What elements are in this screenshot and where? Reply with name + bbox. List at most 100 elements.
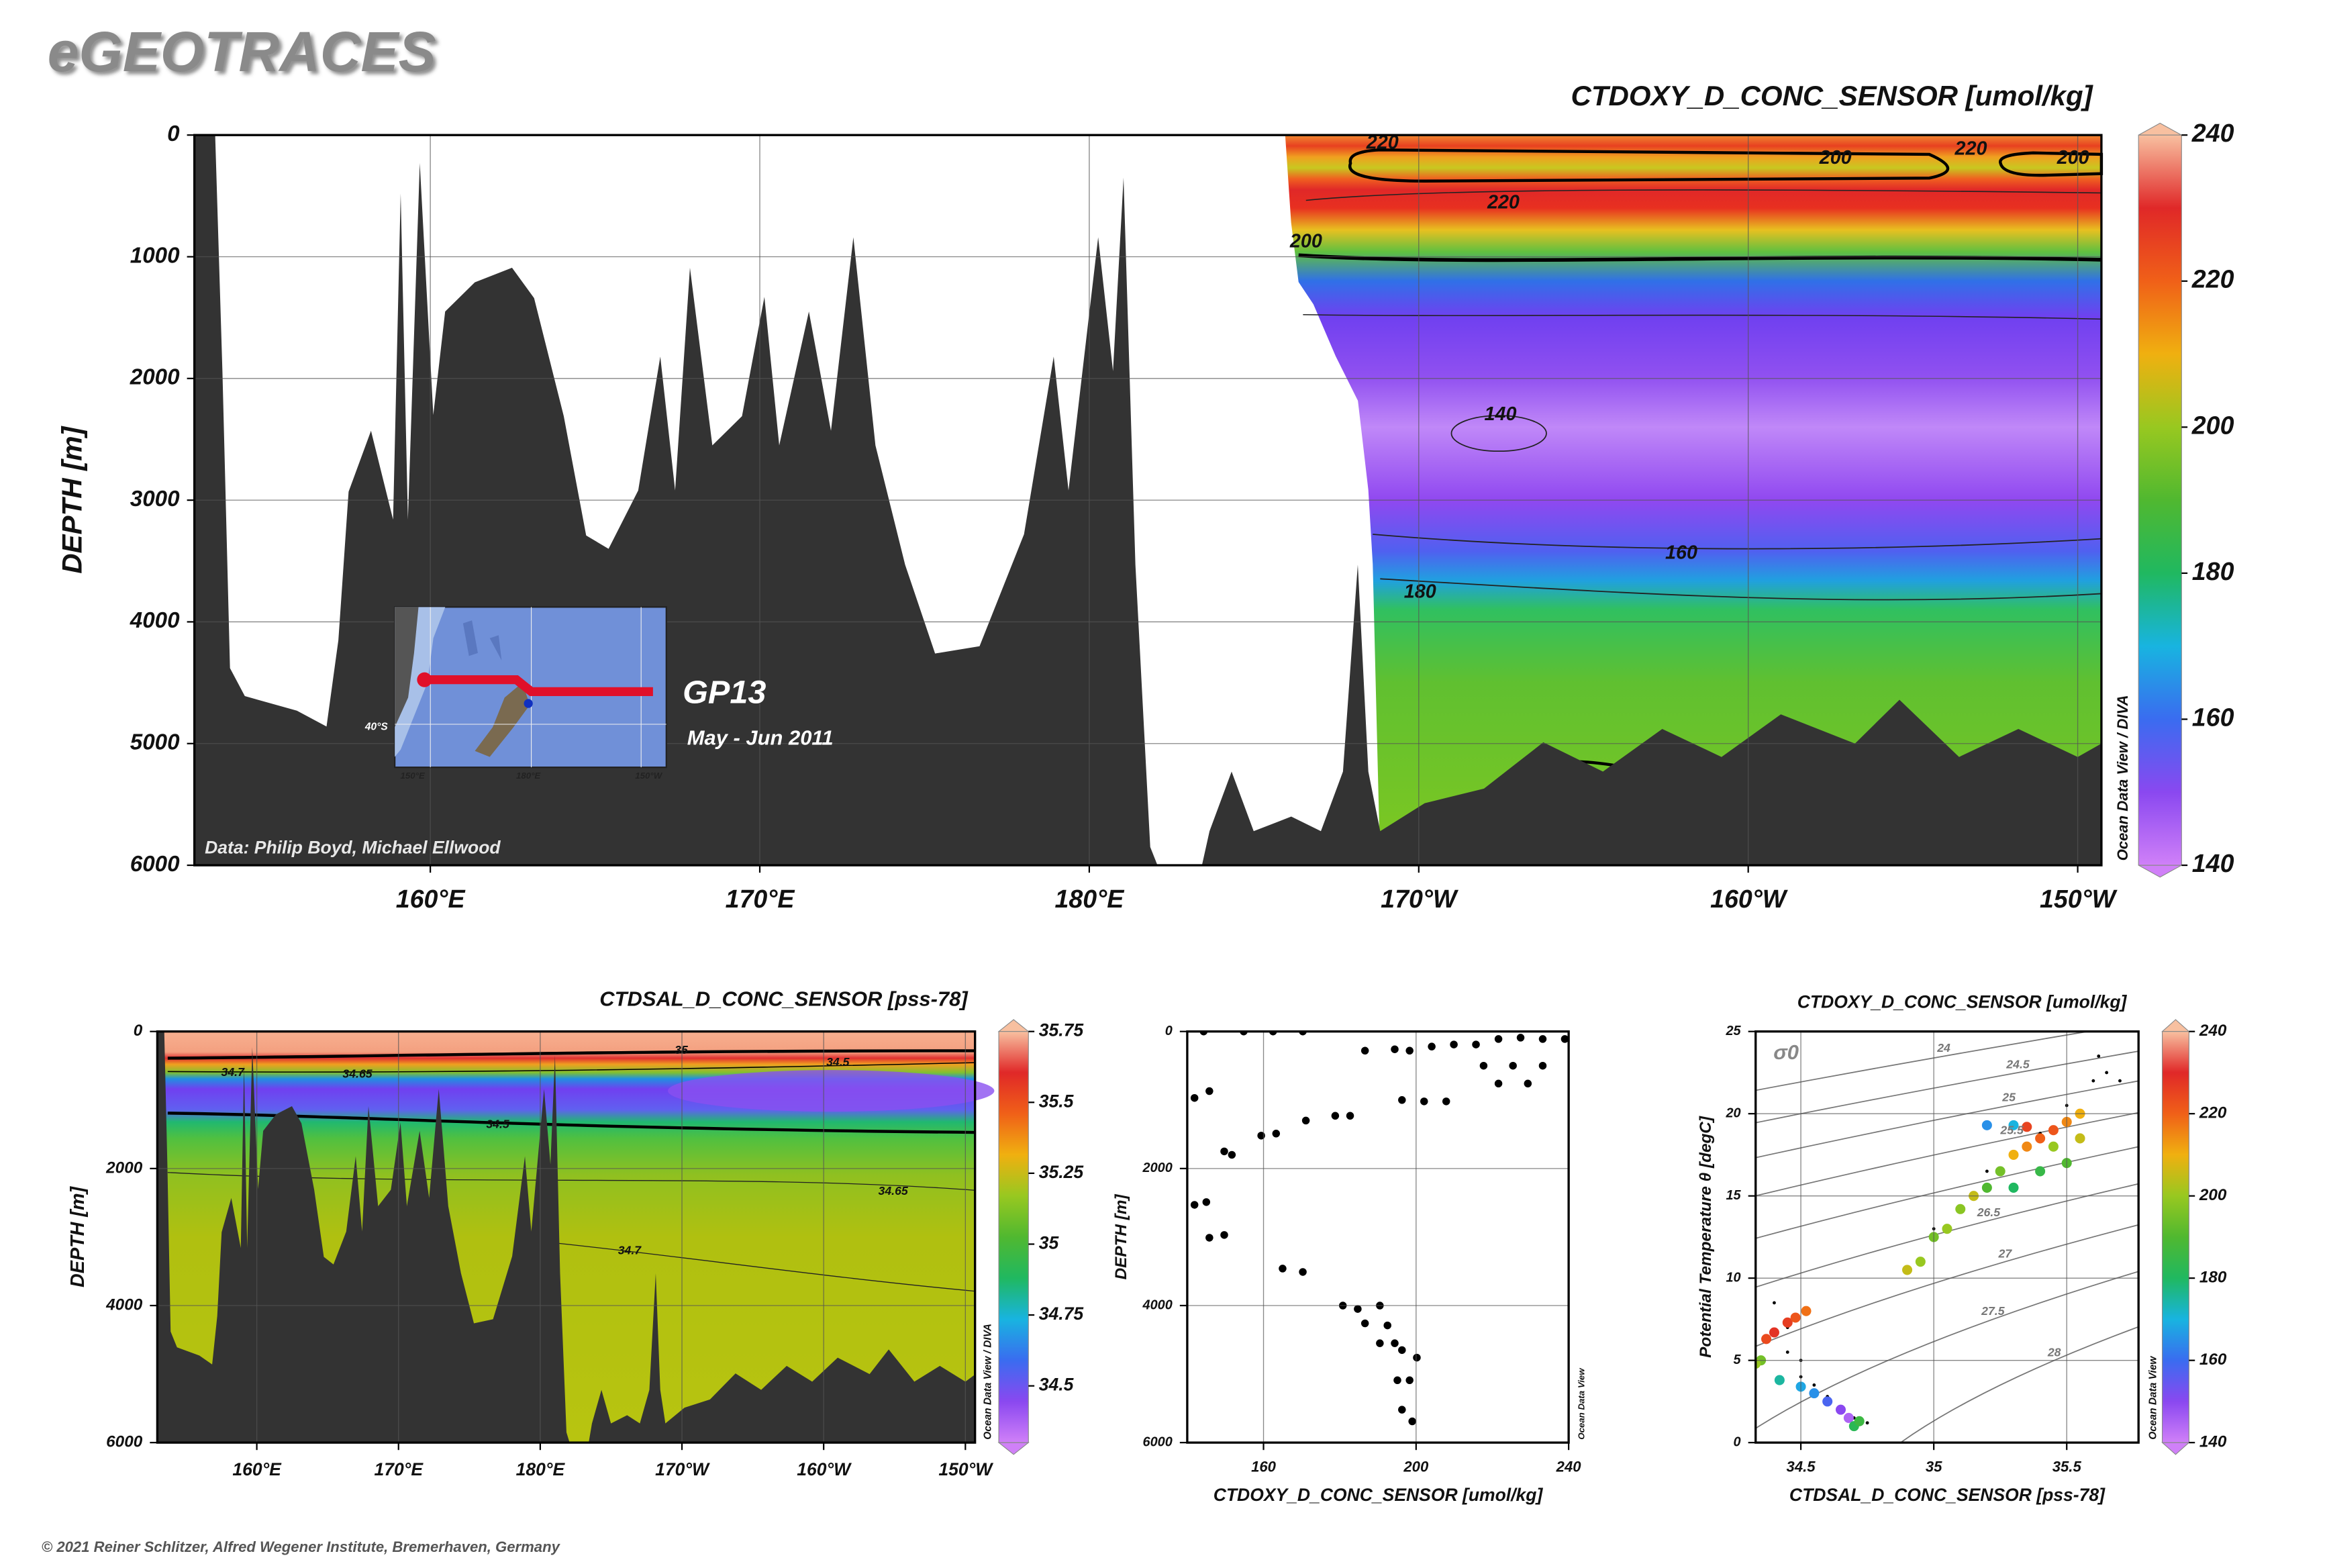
colored-point	[1915, 1257, 1926, 1267]
point	[1205, 1234, 1214, 1242]
y-tick-label: 5000	[130, 730, 180, 755]
y-tick-label: 4000	[130, 608, 180, 633]
contour-label: 34.7	[618, 1243, 642, 1257]
colored-point	[1854, 1416, 1865, 1426]
colorbar-tick-label: 35.75	[1039, 1020, 1085, 1040]
contour	[1450, 415, 1547, 452]
point	[1405, 1376, 1414, 1385]
contour-label: 180	[1404, 581, 1436, 603]
colored-point	[2022, 1122, 2032, 1132]
colorbar-tick-label: 160	[2192, 703, 2234, 731]
y-tick-label: 6000	[1143, 1434, 1173, 1449]
contour-label: 220	[1487, 191, 1520, 213]
colorbar-tick-label: 35.5	[1039, 1091, 1075, 1111]
cruise-track	[421, 675, 653, 696]
isopycnal-label: 24	[1936, 1041, 1950, 1055]
colored-point	[2048, 1125, 2059, 1136]
chart-title: CTDSAL_D_CONC_SENSOR [pss-78]	[599, 987, 969, 1010]
colored-point	[1790, 1312, 1801, 1323]
plot-frame	[1754, 1030, 2140, 1444]
y-tick-label: 1000	[130, 243, 180, 268]
point	[1398, 1346, 1406, 1355]
y-tick-label: 15	[1726, 1188, 1742, 1203]
x-tick-label: 200	[1403, 1459, 1429, 1475]
point	[1383, 1321, 1391, 1330]
point	[1202, 1198, 1211, 1206]
y-tick-label: 6000	[130, 852, 180, 877]
contour	[167, 1112, 975, 1134]
footer: © 2021 Reiner Schlitzer, Alfred Wegener …	[42, 1538, 561, 1555]
point	[1279, 1265, 1287, 1273]
side-label: Ocean Data View / DIVA	[983, 1324, 994, 1440]
x-axis-label: CTDSAL_D_CONC_SENSOR [pss-78]	[1789, 1485, 2106, 1505]
point	[1405, 1046, 1414, 1055]
colored-point	[2035, 1133, 2046, 1144]
ridge	[462, 620, 502, 660]
point	[1509, 1061, 1517, 1070]
x-tick-label: 150°W	[2040, 885, 2118, 913]
plot-frame	[156, 1030, 977, 1444]
land	[475, 683, 530, 757]
colorbar-tick-label: 35	[1039, 1233, 1060, 1253]
sample-point	[1985, 1169, 1989, 1173]
point	[1205, 1087, 1214, 1095]
colorbar-tick-label: 220	[2191, 265, 2234, 293]
y-tick-label: 0	[1165, 1024, 1173, 1038]
plot-frame	[1186, 1030, 1570, 1444]
colorbar-tick-label: 35.25	[1039, 1162, 1085, 1182]
isopycnal	[1755, 1031, 2091, 1091]
colored-point	[2048, 1141, 2059, 1152]
colored-point	[1755, 1359, 1761, 1369]
colored-point	[1843, 1412, 1854, 1423]
point	[1538, 1035, 1547, 1043]
colorbar-tick-label: 240	[2199, 1022, 2227, 1040]
x-tick-label: 34.5	[1787, 1459, 1816, 1475]
point	[1413, 1353, 1421, 1362]
point	[1354, 1305, 1362, 1313]
colorbar-tick-label: 140	[2192, 849, 2234, 877]
contour	[1348, 148, 1950, 183]
map-label: 40°S	[364, 722, 388, 733]
side-label: Ocean Data View / DIVA	[2114, 695, 2131, 861]
x-tick-label: 170°W	[1381, 885, 1459, 913]
y-tick-label: 25	[1726, 1024, 1742, 1038]
colored-point	[2008, 1149, 2019, 1160]
contour-label: 34.65	[879, 1184, 909, 1197]
point	[1393, 1376, 1401, 1385]
contour-label: 200	[1819, 147, 1852, 168]
colored-point	[1769, 1327, 1779, 1338]
chart-title: CTDOXY_D_CONC_SENSOR [umol/kg]	[1797, 992, 2128, 1012]
colored-point	[2008, 1182, 2019, 1193]
plot-area	[1190, 1031, 1569, 1426]
colored-point	[1955, 1204, 1966, 1214]
colored-point	[1774, 1375, 1785, 1385]
x-tick-label: 160°W	[797, 1459, 852, 1479]
contour-label: 160	[1665, 542, 1697, 564]
isopycnal-label: 27	[1998, 1246, 2013, 1260]
contour-label: 34.5	[826, 1055, 850, 1069]
isopycnal-title: σ0	[1773, 1040, 1799, 1064]
isopycnal	[1899, 1326, 2139, 1443]
point	[1398, 1096, 1406, 1104]
sample-point	[1785, 1350, 1789, 1354]
logo: eGEOTRACES	[48, 20, 436, 83]
point	[1272, 1130, 1281, 1138]
point	[1331, 1112, 1340, 1120]
x-tick-label: 160°E	[396, 885, 466, 913]
x-tick-label: 240	[1556, 1459, 1582, 1475]
plot-frame	[193, 134, 2103, 867]
contour	[1303, 313, 2101, 320]
colorbar-tick-label: 240	[2191, 119, 2234, 147]
sample-point	[2118, 1079, 2122, 1083]
colored-point	[2035, 1166, 2046, 1177]
isopycnal-label: 25	[2001, 1091, 2016, 1104]
y-tick-label: 2000	[105, 1159, 143, 1177]
chart-panel: Ocean Data View 160 200 240 0 2000 4000 6000 DEP…	[1112, 1024, 1587, 1505]
point	[1190, 1201, 1199, 1209]
point	[1228, 1150, 1236, 1159]
colorbar-tick-label: 220	[2199, 1104, 2227, 1122]
point	[1561, 1035, 1569, 1043]
sample-point	[1773, 1301, 1776, 1305]
point	[1420, 1097, 1428, 1106]
